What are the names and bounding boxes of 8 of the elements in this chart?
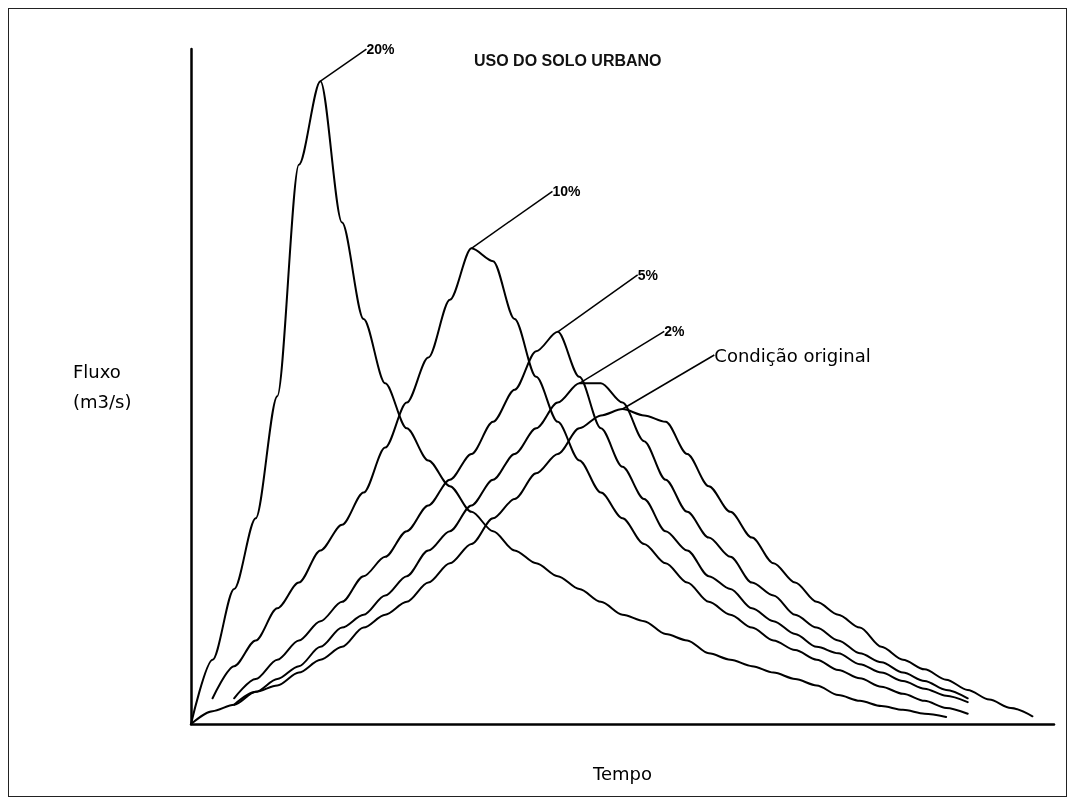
text: 2% — [664, 323, 686, 340]
chart-title: USO DO SOLO URBANO — [474, 51, 662, 69]
y-axis-title: Fluxo (m3/s) — [73, 361, 132, 412]
text: 20% — [366, 41, 396, 58]
text: 5% — [637, 266, 659, 283]
text: 10% — [552, 183, 582, 200]
x-axis-title: Tempo — [592, 762, 652, 784]
text: Condição original — [714, 344, 871, 366]
